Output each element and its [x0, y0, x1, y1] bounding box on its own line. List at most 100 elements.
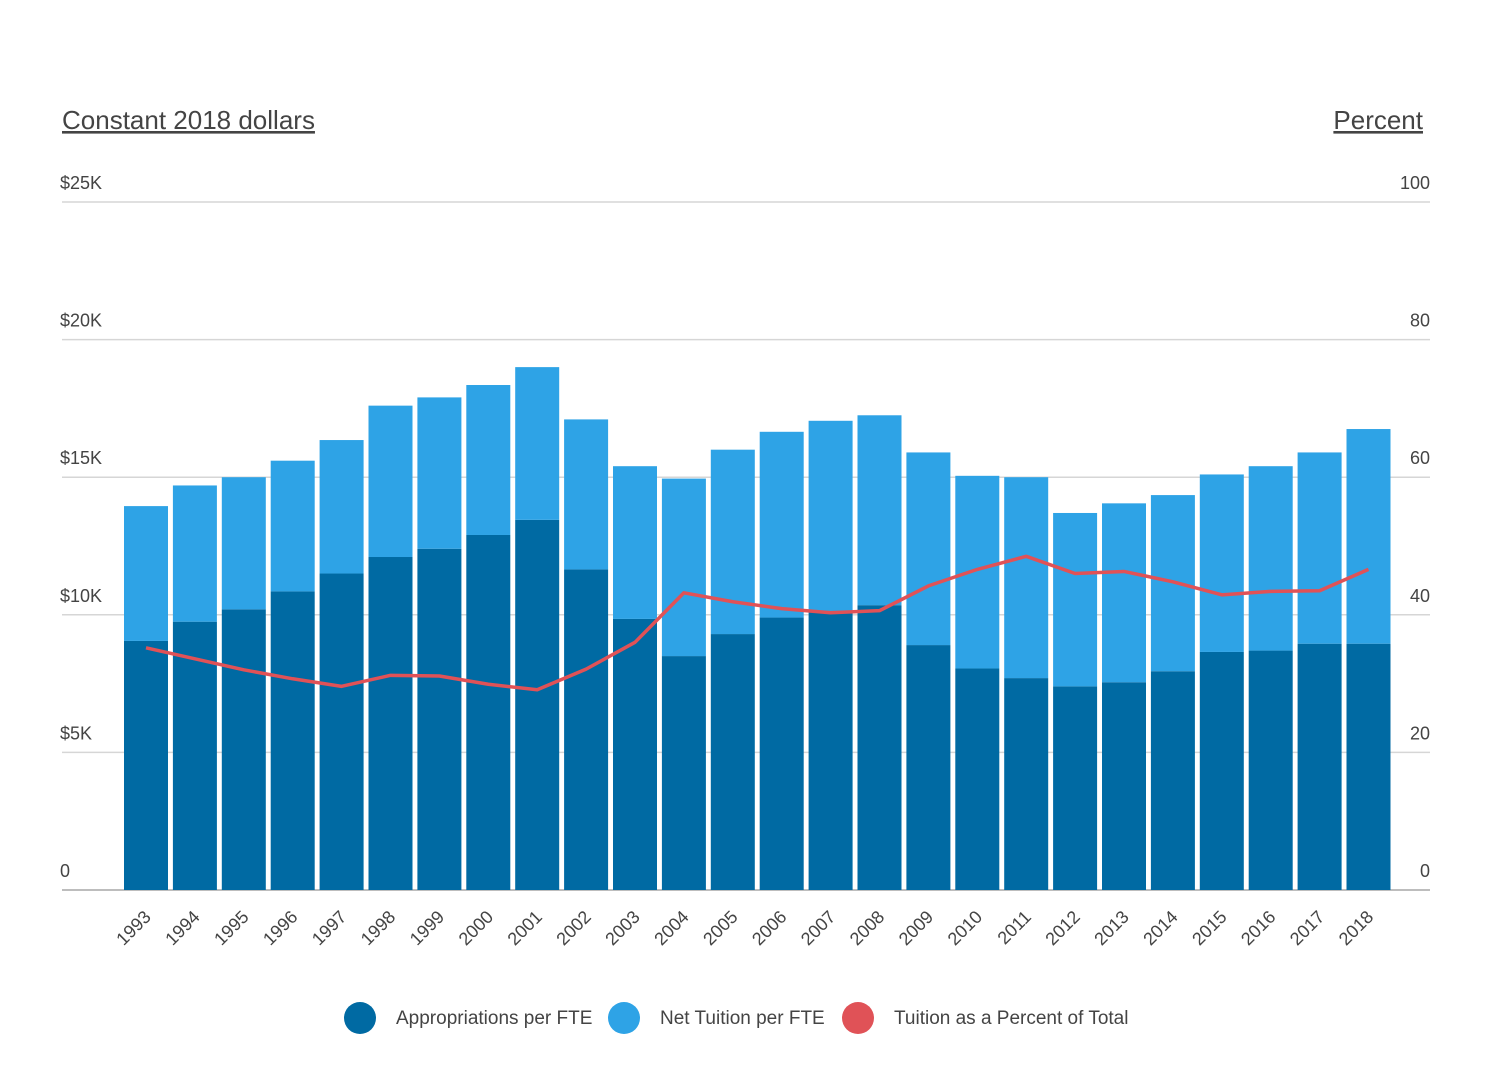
- right-tick-label: 100: [1400, 173, 1430, 193]
- bar-net-tuition: [1297, 452, 1342, 644]
- x-tick-label: 2003: [601, 907, 643, 949]
- bar-net-tuition: [1248, 466, 1293, 651]
- bar-net-tuition: [221, 477, 266, 610]
- bar-appropriations: [270, 591, 315, 890]
- x-tick-label: 1998: [357, 907, 399, 949]
- bar-net-tuition: [124, 506, 168, 641]
- bar-net-tuition: [1053, 512, 1098, 687]
- bar-net-tuition: [808, 420, 853, 611]
- bar-net-tuition: [564, 419, 609, 570]
- left-tick-label: 0: [60, 861, 70, 881]
- bar-net-tuition: [857, 415, 902, 606]
- right-tick-label: 60: [1410, 448, 1430, 468]
- x-tick-label: 2009: [895, 907, 937, 949]
- x-tick-label: 2010: [944, 907, 986, 949]
- left-axis-ticks: 0 $5K $10K $15K $20K $25K: [60, 173, 102, 881]
- x-tick-label: 2002: [552, 907, 594, 949]
- bar-net-tuition: [613, 466, 657, 619]
- legend-label: Net Tuition per FTE: [660, 1008, 825, 1029]
- bar-appropriations: [1150, 671, 1195, 890]
- bar-appropriations: [466, 534, 511, 890]
- bar-appropriations: [368, 557, 413, 890]
- right-axis-ticks: 0 20 40 60 80 100: [1400, 173, 1430, 881]
- bar-appropriations: [906, 645, 951, 890]
- left-tick-label: $5K: [60, 723, 92, 743]
- x-tick-label: 2016: [1237, 907, 1279, 949]
- right-tick-label: 20: [1410, 723, 1430, 743]
- legend-label: Appropriations per FTE: [396, 1008, 592, 1029]
- bar-net-tuition: [515, 367, 560, 520]
- bar-net-tuition: [1102, 503, 1146, 683]
- legend-swatch: [344, 1002, 376, 1034]
- left-tick-label: $25K: [60, 173, 102, 193]
- bar-appropriations: [1297, 643, 1342, 890]
- bar-net-tuition: [417, 397, 462, 549]
- bar-net-tuition: [661, 478, 706, 657]
- x-tick-label: 2008: [846, 907, 888, 949]
- x-tick-label: 1994: [161, 907, 203, 949]
- left-tick-label: $15K: [60, 448, 102, 468]
- legend-swatch: [842, 1002, 874, 1034]
- bar-net-tuition: [368, 405, 413, 558]
- x-tick-label: 2005: [699, 907, 741, 949]
- x-tick-label: 1999: [406, 907, 448, 949]
- x-tick-label: 2013: [1090, 907, 1132, 949]
- legend-swatch: [608, 1002, 640, 1034]
- bar-appropriations: [319, 573, 364, 890]
- x-axis-labels: 1993 1994 1995 1996 1997 1998 1999 2000 2001 2002…: [112, 907, 1377, 949]
- legend: Appropriations per FTE Net Tuition per FT…: [344, 1002, 1128, 1034]
- bar-net-tuition: [1346, 429, 1391, 644]
- bar-appropriations: [857, 605, 902, 890]
- x-tick-label: 2004: [650, 907, 692, 949]
- x-tick-label: 2018: [1335, 907, 1377, 949]
- x-tick-label: 2011: [994, 907, 1036, 949]
- bar-net-tuition: [466, 385, 511, 535]
- x-tick-label: 1995: [210, 907, 252, 949]
- bar-appropriations: [613, 618, 657, 890]
- bar-appropriations: [1004, 678, 1049, 890]
- bar-appropriations: [808, 610, 853, 890]
- x-tick-label: 2006: [748, 907, 790, 949]
- legend-label: Tuition as a Percent of Total: [894, 1008, 1128, 1029]
- bar-net-tuition: [1004, 477, 1049, 679]
- bar-net-tuition: [759, 431, 804, 618]
- bar-appropriations: [1053, 686, 1098, 890]
- bar-appropriations: [1346, 643, 1391, 890]
- right-tick-label: 0: [1420, 861, 1430, 881]
- bar-net-tuition: [319, 440, 364, 574]
- left-tick-label: $20K: [60, 311, 102, 331]
- bar-net-tuition: [172, 485, 217, 622]
- x-tick-label: 1997: [308, 907, 350, 949]
- bar-appropriations: [515, 519, 560, 890]
- x-tick-label: 2015: [1188, 907, 1230, 949]
- bar-appropriations: [564, 569, 609, 890]
- x-tick-label: 2017: [1286, 907, 1328, 949]
- x-tick-label: 1996: [259, 907, 301, 949]
- bar-appropriations: [955, 668, 1000, 890]
- bar-appropriations: [172, 621, 217, 890]
- bar-appropriations: [417, 548, 462, 890]
- bar-net-tuition: [1199, 474, 1244, 652]
- percent-line: [145, 554, 1370, 692]
- bar-appropriations: [124, 640, 168, 890]
- bar-appropriations: [1102, 682, 1146, 890]
- bar-appropriations: [221, 609, 266, 890]
- bar-net-tuition: [710, 449, 755, 635]
- right-tick-label: 80: [1410, 311, 1430, 331]
- bar-appropriations: [710, 634, 755, 890]
- left-axis-title: Constant 2018 dollars: [62, 105, 315, 135]
- bar-net-tuition: [270, 460, 315, 592]
- x-tick-label: 2012: [1041, 907, 1083, 949]
- bar-net-tuition: [906, 452, 951, 646]
- bars: [124, 367, 1391, 890]
- bar-net-tuition: [955, 475, 1000, 669]
- x-tick-label: 2001: [504, 907, 546, 949]
- x-tick-label: 2007: [797, 907, 839, 949]
- bar-appropriations: [1199, 651, 1244, 890]
- percent-line-path: [145, 554, 1370, 692]
- bar-appropriations: [1248, 650, 1293, 890]
- right-tick-label: 40: [1410, 586, 1430, 606]
- x-tick-label: 1993: [112, 907, 154, 949]
